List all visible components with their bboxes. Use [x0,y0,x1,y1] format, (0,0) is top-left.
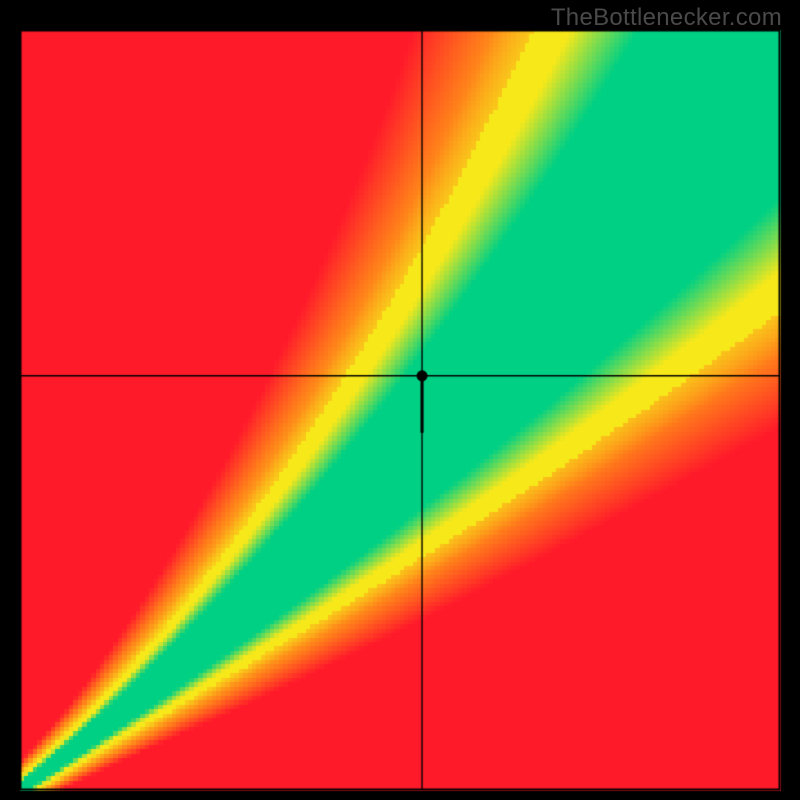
watermark-text: TheBottlenecker.com [551,4,782,32]
bottleneck-heatmap [0,0,800,800]
chart-container: TheBottlenecker.com [0,0,800,800]
